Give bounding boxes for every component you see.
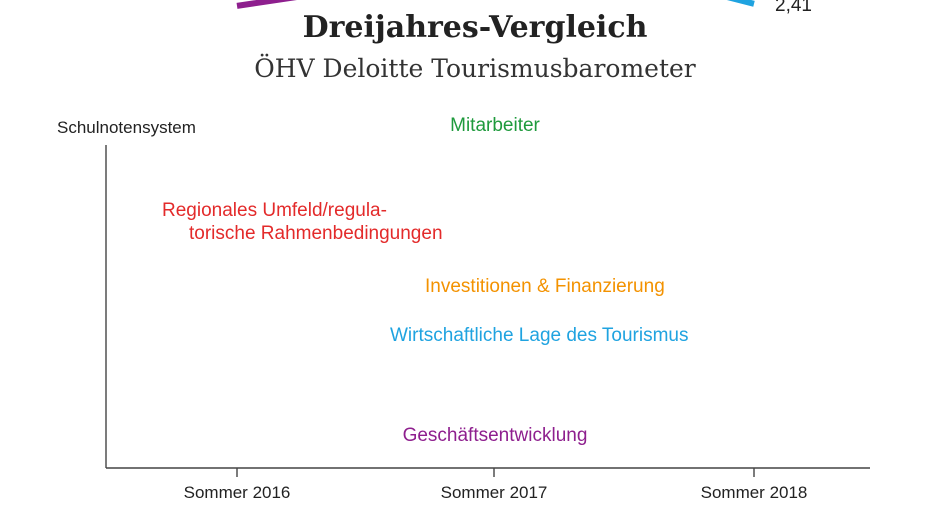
series-name-label: Regionales Umfeld/regula- bbox=[162, 200, 387, 221]
series-line-4 bbox=[236, 0, 297, 9]
y-axis-label: Schulnotensystem bbox=[57, 118, 196, 137]
series-labels: Mitarbeiter Regionales Umfeld/regula-tori… bbox=[162, 0, 812, 446]
chart-subtitle: ÖHV Deloitte Tourismusbarometer bbox=[254, 54, 696, 83]
series-name-label: Mitarbeiter bbox=[450, 115, 540, 136]
x-tick-label: Sommer 2018 bbox=[701, 483, 808, 502]
series-name-label: torische Rahmenbedingungen bbox=[189, 223, 443, 244]
series-line-3 bbox=[726, 0, 755, 7]
series-lines bbox=[236, 0, 755, 9]
data-label-end: 2,41 bbox=[775, 0, 812, 16]
x-tick-label: Sommer 2016 bbox=[184, 483, 291, 502]
x-tick-label: Sommer 2017 bbox=[441, 483, 548, 502]
series-name-label: Wirtschaftliche Lage des Tourismus bbox=[390, 325, 689, 346]
series-name-label: Geschäftsentwicklung bbox=[403, 425, 588, 446]
chart-title: Dreijahres-Vergleich bbox=[302, 10, 648, 45]
series-name-label: Investitionen & Finanzierung bbox=[425, 276, 665, 297]
